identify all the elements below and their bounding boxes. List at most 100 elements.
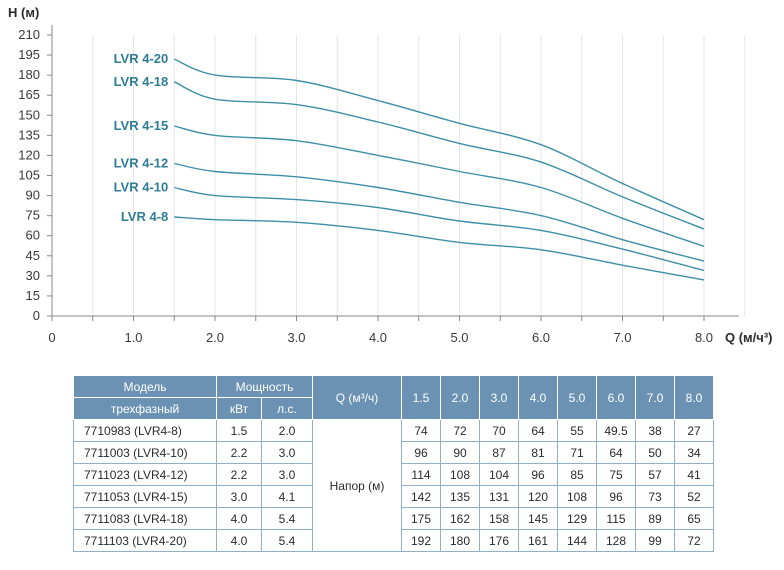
model-cell: 7711023 (LVR4-12) [73,463,217,486]
header-q-value: 1.5 [401,375,441,420]
table-header-row-1: Модель Мощность Q (м³/ч) 1.5 2.0 3.0 4.0… [73,375,714,420]
head-value-cell: 99 [635,529,675,552]
head-value-cell: 57 [635,463,675,486]
x-tick-label: 2.0 [206,330,224,345]
header-q-label: Q (м³/ч) [335,390,379,405]
y-tick-label: 165 [18,87,40,102]
head-value-cell: 74 [401,419,441,442]
series-line [174,125,705,248]
series-line [174,216,705,281]
y-axis-title: Н (м) [8,5,39,20]
model-cell: 7711103 (LVR4-20) [73,529,217,552]
header-hp: л.с. [261,397,313,420]
head-value-cell: 145 [518,507,558,530]
head-value-cell: 38 [635,419,675,442]
chart-axes [51,25,739,321]
head-value-cell: 192 [401,529,441,552]
kw-cell: 3.0 [216,485,262,508]
table-row: 7711083 (LVR4-18) 4.0 5.4 175 162 158 145 129 11… [73,507,714,530]
head-value-cell: 108 [440,463,480,486]
x-tick-label: 0 [48,330,55,345]
kw-cell: 4.0 [216,529,262,552]
head-value-cell: 81 [518,441,558,464]
head-value-cell: 41 [674,463,714,486]
series-label: LVR 4-10 [114,180,169,195]
head-value-cell: 64 [518,419,558,442]
kw-cell: 2.2 [216,441,262,464]
head-value-cell: 115 [596,507,636,530]
head-value-cell: 55 [557,419,597,442]
series-label: LVR 4-18 [114,74,169,89]
y-tick-label: 60 [26,228,40,243]
series-label: LVR 4-12 [114,155,169,170]
kw-cell: 2.2 [216,463,262,486]
head-label-cell: Напор (м) [312,419,402,552]
head-value-cell: 87 [479,441,519,464]
model-cell: 7711053 (LVR4-15) [73,485,217,508]
head-value-cell: 129 [557,507,597,530]
chart-grid [92,35,746,316]
pump-spec-table-wrap: Модель Мощность Q (м³/ч) 1.5 2.0 3.0 4.0… [73,375,714,552]
y-tick-label: 0 [33,308,40,323]
head-value-cell: 135 [440,485,480,508]
hp-cell: 4.1 [261,485,313,508]
header-q-value: 2.0 [440,375,480,420]
hp-cell: 5.4 [261,507,313,530]
head-value-cell: 27 [674,419,714,442]
head-value-cell: 96 [401,441,441,464]
series-line [174,81,705,230]
header-q-value: 7.0 [635,375,675,420]
head-value-cell: 90 [440,441,480,464]
head-value-cell: 162 [440,507,480,530]
model-cell: 7711003 (LVR4-10) [73,441,217,464]
series-label: LVR 4-15 [114,118,169,133]
table-row: 7710983 (LVR4-8) 1.5 2.0 Напор (м) 74 72 70 64 5… [73,419,714,552]
series-label: LVR 4-8 [121,209,168,224]
table-row: 7711003 (LVR4-10) 2.2 3.0 96 90 87 81 71 64 50 34 [73,441,714,464]
header-q: Q (м³/ч) [312,375,402,420]
table-row: 7711053 (LVR4-15) 3.0 4.1 142 135 131 120 108 96… [73,485,714,508]
y-tick-label: 210 [18,27,40,42]
header-q-value: 6.0 [596,375,636,420]
x-tick-label: 1.0 [124,330,142,345]
head-value-cell: 49.5 [596,419,636,442]
head-value-cell: 52 [674,485,714,508]
header-power: Мощность [216,375,313,398]
head-value-cell: 144 [557,529,597,552]
header-model-sub: трехфазный [73,397,217,420]
table-body: 7710983 (LVR4-8) 1.5 2.0 Напор (м) 74 72 70 64 5… [73,419,714,552]
head-value-cell: 72 [674,529,714,552]
head-value-cell: 73 [635,485,675,508]
head-value-cell: 71 [557,441,597,464]
header-q-value: 3.0 [479,375,519,420]
head-value-cell: 108 [557,485,597,508]
head-value-cell: 161 [518,529,558,552]
head-value-cell: 96 [596,485,636,508]
series-labels: LVR 4-20 LVR 4-18 LVR 4-15 LVR 4-12 LVR 4-10… [114,51,169,224]
table-row: 7711103 (LVR4-20) 4.0 5.4 192 180 176 161 144 12… [73,529,714,552]
y-tick-label: 45 [26,248,40,263]
head-value-cell: 34 [674,441,714,464]
head-value-cell: 175 [401,507,441,530]
head-value-cell: 96 [518,463,558,486]
x-tick-label: 4.0 [369,330,387,345]
header-q-value: 8.0 [674,375,714,420]
head-value-cell: 114 [401,463,441,486]
head-value-cell: 176 [479,529,519,552]
head-value-cell: 180 [440,529,480,552]
pump-spec-table: Модель Мощность Q (м³/ч) 1.5 2.0 3.0 4.0… [73,375,714,552]
y-tick-label: 150 [18,107,40,122]
pump-curves [174,58,705,281]
hp-cell: 3.0 [261,441,313,464]
model-cell: 7710983 (LVR4-8) [73,419,217,442]
series-line [174,162,705,262]
x-tick-label: 3.0 [287,330,305,345]
head-value-cell: 104 [479,463,519,486]
head-value-cell: 65 [674,507,714,530]
model-cell: 7711083 (LVR4-18) [73,507,217,530]
head-value-cell: 72 [440,419,480,442]
y-tick-label: 105 [18,168,40,183]
head-value-cell: 142 [401,485,441,508]
